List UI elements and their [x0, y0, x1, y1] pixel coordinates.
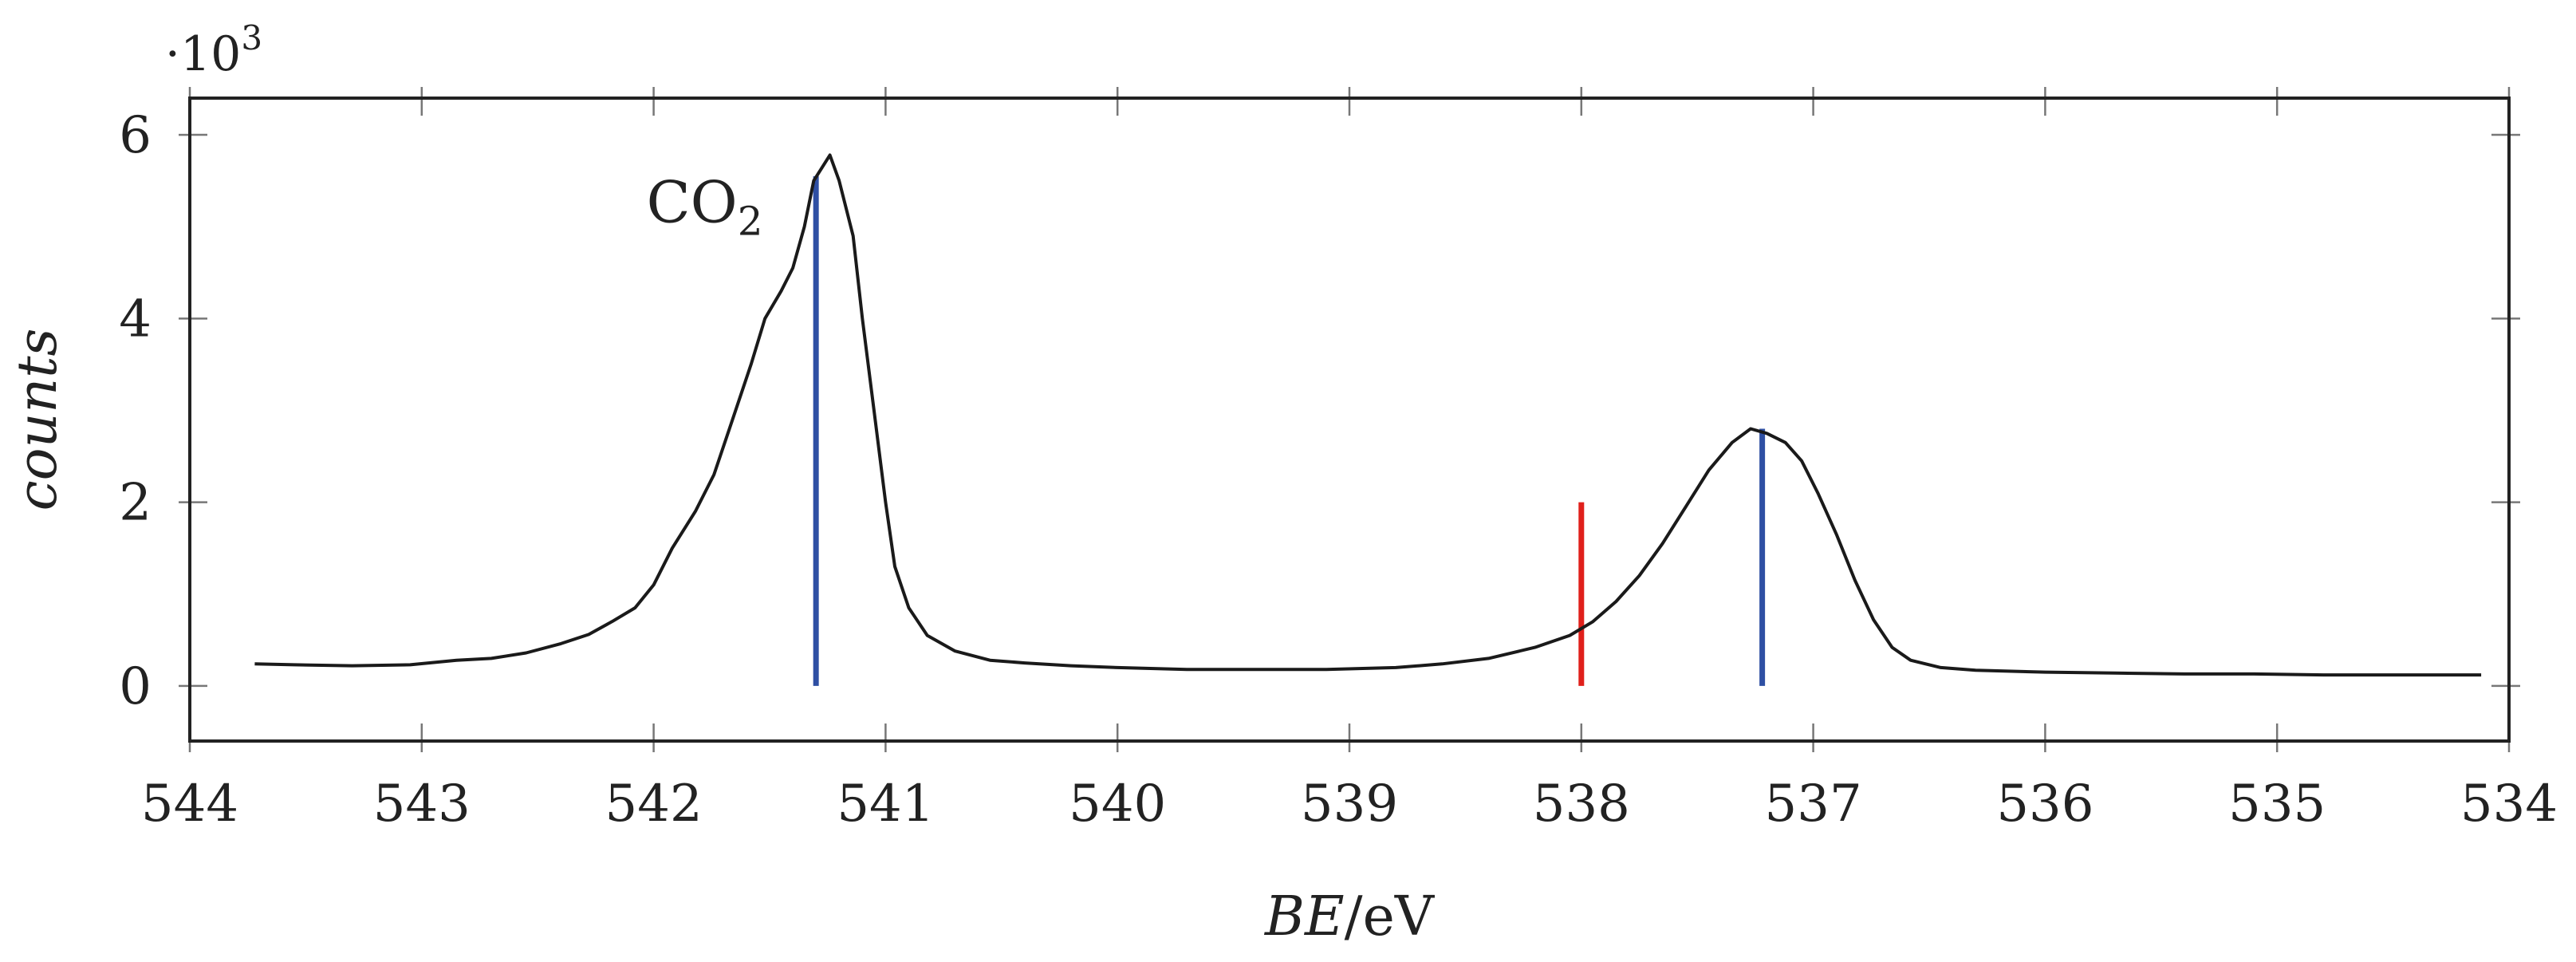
x-tick-label: 542: [605, 775, 703, 834]
x-tick-label: 536: [1996, 775, 2093, 834]
x-tick-label: 543: [373, 775, 471, 834]
x-tick-label: 541: [837, 775, 934, 834]
x-tick-label: 539: [1301, 775, 1398, 834]
x-axis-title: BE/eV: [1263, 885, 1436, 948]
annotation-subscript: 2: [738, 198, 763, 244]
plot-frame: [188, 97, 2511, 743]
x-tick-label: 534: [2460, 775, 2558, 834]
markers-layer: [813, 175, 1766, 686]
y-tick-label: 4: [119, 290, 152, 349]
x-tick-label: 538: [1533, 775, 1630, 834]
peak-annotation: CO2: [647, 168, 763, 244]
x-tick-label: 537: [1765, 775, 1862, 834]
y-tick-label: 0: [119, 657, 152, 716]
y-tick-label: 2: [119, 474, 152, 533]
x-tick-label: 544: [141, 775, 238, 834]
spectrum-line: [254, 153, 2482, 677]
annotation-text: CO: [647, 168, 738, 235]
ticks-layer: [179, 87, 2520, 752]
series-layer: [254, 153, 2482, 677]
y-tick-label: 6: [119, 106, 152, 165]
x-tick-label: 535: [2228, 775, 2326, 834]
y-axis-title: counts: [6, 329, 69, 511]
y-multiplier: ·103: [165, 18, 262, 82]
x-tick-label: 540: [1069, 775, 1166, 834]
